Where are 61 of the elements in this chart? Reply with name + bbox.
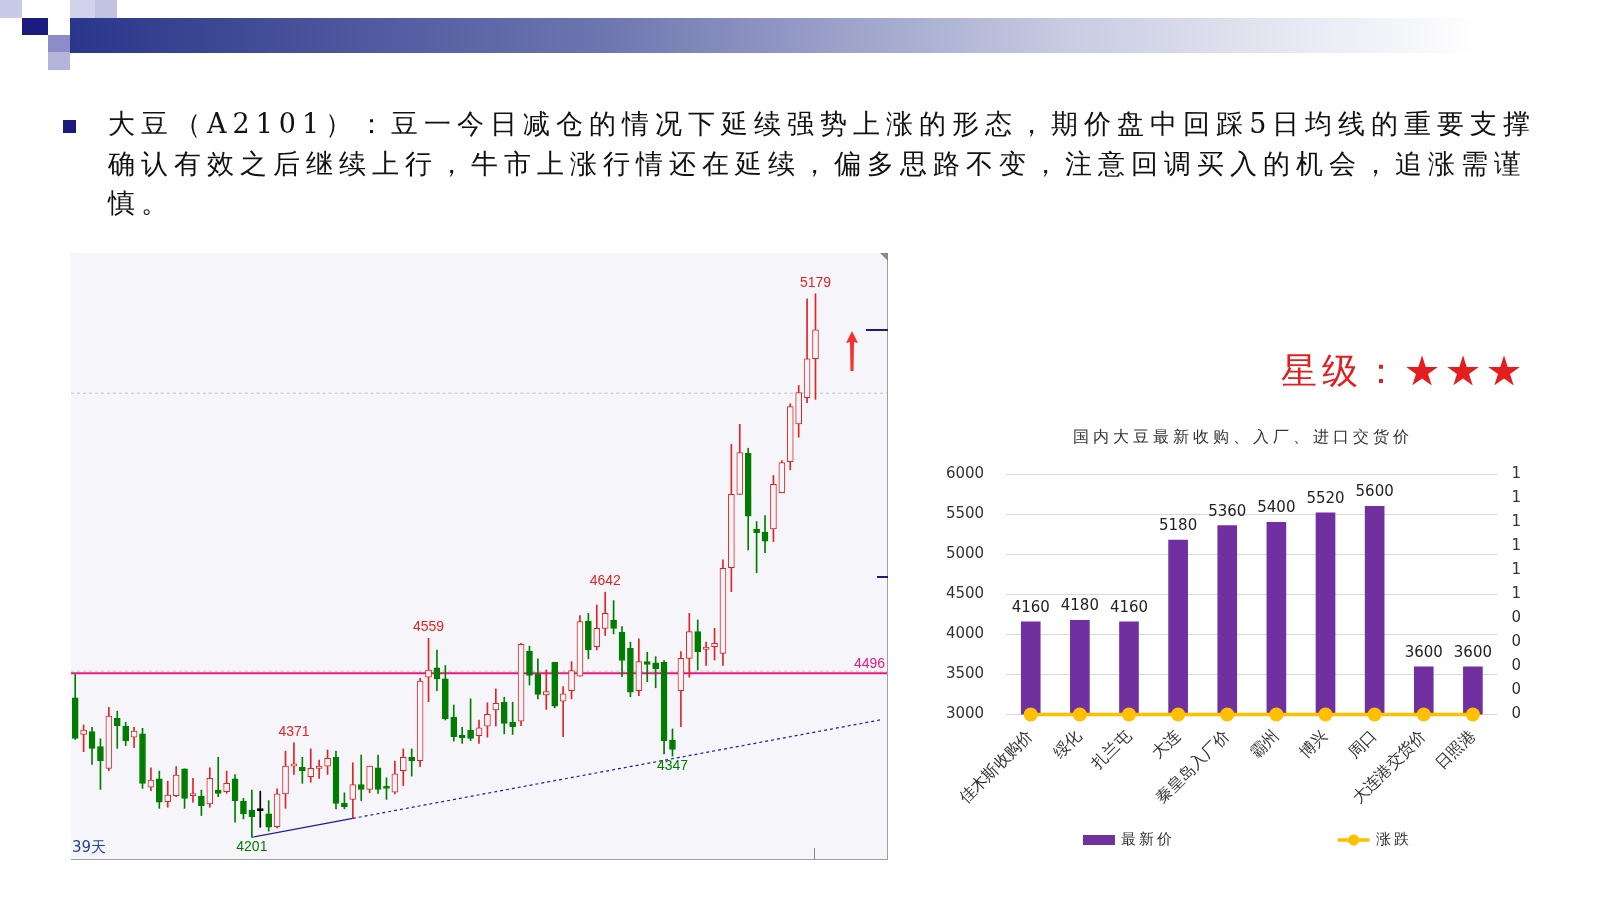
y2-tick-label: 1 xyxy=(1511,512,1521,530)
candlestick xyxy=(542,669,550,710)
candlestick xyxy=(702,641,710,666)
data-label: 5180 xyxy=(1159,516,1198,535)
annotation: 5179 xyxy=(799,273,832,290)
candlestick xyxy=(357,754,365,801)
ref-line-label: 4496 xyxy=(853,655,886,672)
x-tick-label: 绥化 xyxy=(1049,725,1086,762)
y-tick-label: 6000 xyxy=(945,463,985,482)
annotation: 4559 xyxy=(412,618,445,635)
candlestick xyxy=(189,778,197,803)
legend-label: 最新价 xyxy=(1120,829,1175,848)
legend-label: 涨跌 xyxy=(1375,829,1412,848)
y2-tick-label: 1 xyxy=(1511,560,1521,579)
y2-tick-label: 0 xyxy=(1511,632,1521,651)
chart-title: 国内大豆最新收购、入厂、进口交货价 xyxy=(1073,427,1413,447)
data-label: 5520 xyxy=(1306,488,1345,507)
candlestick xyxy=(164,780,172,808)
candlestick xyxy=(315,759,323,779)
y-tick-label: 4500 xyxy=(945,584,985,603)
y2-tick-label: 1 xyxy=(1511,463,1521,482)
annotation: 4371 xyxy=(278,722,310,739)
data-label: 3600 xyxy=(1453,642,1492,661)
text: 星级：★★★ xyxy=(1281,349,1527,393)
data-label: 4180 xyxy=(1060,596,1099,615)
data-label: 3600 xyxy=(1404,642,1443,661)
x-tick-label: 佳木斯收购价 xyxy=(955,725,1037,807)
y-tick-label: 5500 xyxy=(945,503,985,522)
chart-title: 大豆（A2101）：豆一今日减仓的情况下延续强势上涨的形态，期价盘中回踩5日均线的重要支撑确认有效之后继续上行，牛市上涨行情还在延续，偏多思路不变，注意回调买入的机会，追涨需谨慎。 xyxy=(108,107,1538,220)
y-tick-label: 5000 xyxy=(945,544,985,563)
x-tick-label: 周口 xyxy=(1344,725,1381,762)
x-tick-label: 扎兰屯 xyxy=(1087,725,1135,774)
annotation: 4347 xyxy=(656,756,689,773)
data-label: 4160 xyxy=(1109,597,1149,616)
y-tick-label: 4000 xyxy=(945,624,985,643)
y2-tick-label: 1 xyxy=(1511,584,1521,603)
x-tick-label: 博兴 xyxy=(1295,725,1332,762)
y2-tick-label: 0 xyxy=(1511,608,1521,627)
candlestick xyxy=(408,748,416,777)
y2-tick-label: 0 xyxy=(1511,704,1521,723)
candlestick xyxy=(492,688,500,727)
y2-tick-label: 1 xyxy=(1511,536,1521,555)
annotation: 4201 xyxy=(236,838,268,855)
candlestick xyxy=(256,790,264,828)
text: 39天 xyxy=(72,838,107,857)
candlestick xyxy=(214,756,222,798)
data-label: 4160 xyxy=(1011,597,1050,616)
data-label: 5360 xyxy=(1208,501,1247,520)
x-tick-label: 大连 xyxy=(1147,725,1184,762)
data-label: 5600 xyxy=(1355,482,1394,501)
y-tick-label: 3500 xyxy=(945,664,985,683)
candlestick xyxy=(643,651,651,682)
x-tick-label: 日照港 xyxy=(1431,725,1479,774)
y-tick-label: 3000 xyxy=(945,704,985,723)
data-label: 5400 xyxy=(1257,498,1296,517)
x-tick-label: 霸州 xyxy=(1246,725,1283,762)
annotation: 4642 xyxy=(589,572,621,589)
y2-tick-label: 1 xyxy=(1511,487,1521,506)
y2-tick-label: 0 xyxy=(1511,656,1521,675)
candlestick xyxy=(113,710,121,749)
y2-tick-label: 0 xyxy=(1511,680,1521,699)
